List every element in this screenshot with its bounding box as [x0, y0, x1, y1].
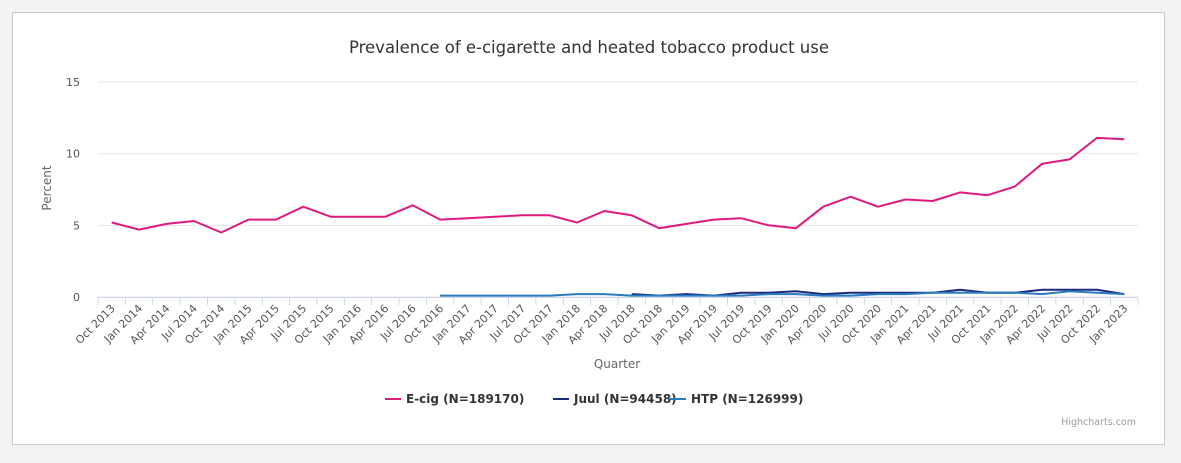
legend-item-0[interactable]: E-cig (N=189170) — [385, 392, 524, 406]
legend-label: HTP (N=126999) — [691, 392, 803, 406]
gridlines — [98, 81, 1138, 298]
y-axis-ticks: 0 5 10 15 — [66, 76, 80, 304]
chart-container: Prevalence of e-cigarette and heated tob… — [12, 12, 1165, 445]
series-lines — [111, 136, 1125, 297]
y-tick-label: 15 — [66, 76, 80, 89]
series-line-2[interactable] — [440, 290, 1125, 297]
legend-item-1[interactable]: Juul (N=94458) — [553, 392, 677, 406]
legend-label: Juul (N=94458) — [573, 392, 677, 406]
y-tick-label: 0 — [73, 291, 80, 304]
y-axis-title: Percent — [40, 165, 54, 210]
y-tick-label: 10 — [66, 148, 80, 161]
y-tick-label: 5 — [73, 219, 80, 232]
line-chart: Prevalence of e-cigarette and heated tob… — [40, 38, 1139, 428]
series-line-0[interactable] — [111, 136, 1125, 234]
legend: E-cig (N=189170) Juul (N=94458) HTP (N=126… — [385, 392, 803, 406]
legend-label: E-cig (N=189170) — [406, 392, 524, 406]
x-axis-title: Quarter — [594, 357, 640, 371]
chart-title: Prevalence of e-cigarette and heated tob… — [349, 38, 829, 57]
legend-item-2[interactable]: HTP (N=126999) — [670, 392, 803, 406]
credits-text[interactable]: Highcharts.com — [1061, 417, 1136, 428]
